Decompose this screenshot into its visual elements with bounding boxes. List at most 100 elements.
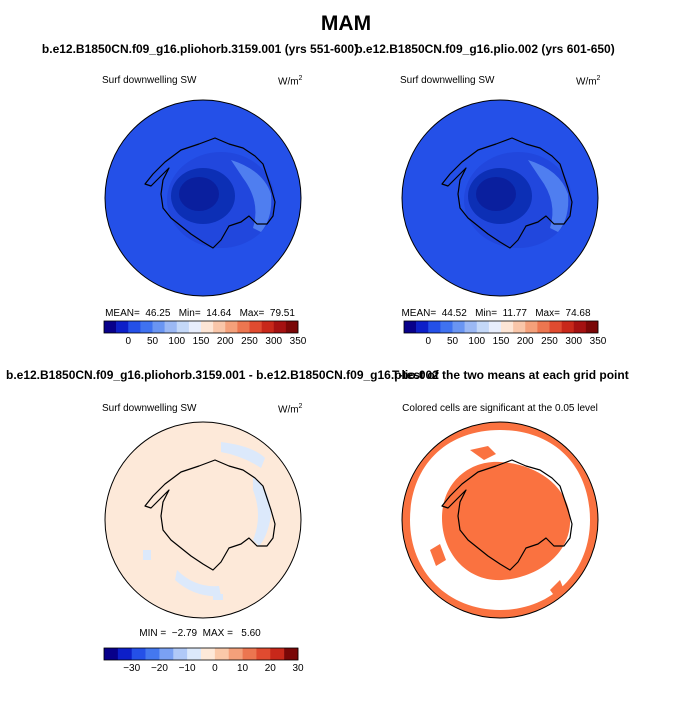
colorbar-tick-label: 0 [125, 336, 132, 347]
colorbar-bl [103, 647, 299, 661]
panel-subtitle-br: Colored cells are significant at the 0.0… [402, 403, 598, 414]
shade-neg-patch [143, 550, 151, 560]
colorbar-swatch [145, 648, 160, 660]
antarctica-outline [441, 459, 573, 571]
shade-neg-east [221, 442, 265, 468]
colorbar-border [103, 320, 299, 334]
colorbar-swatch [537, 321, 550, 333]
colorbar-swatch [488, 321, 502, 333]
stats-tr: MEAN= 44.52 Min= 11.77 Max= 74.68 [401, 308, 591, 319]
colorbar-swatch [173, 648, 188, 660]
colorbar-swatch [256, 648, 271, 660]
colorbar-tick-label: 0 [425, 336, 432, 347]
colorbar-swatch [416, 321, 429, 333]
colorbar-swatch [513, 321, 526, 333]
shade-ice-shelf [528, 160, 569, 232]
colorbar-tick-label: 150 [492, 336, 510, 347]
variable-label-tr: Surf downwelling SW [400, 75, 495, 86]
shade-neg-patch [213, 594, 223, 600]
colorbar-swatch [285, 321, 299, 333]
map-br [401, 421, 599, 619]
colorbar-swatch [452, 321, 465, 333]
antarctica-outline [144, 137, 276, 249]
colorbar-swatch [228, 648, 243, 660]
colorbar-tick-label: 350 [589, 336, 607, 347]
colorbar-tick-label: 350 [289, 336, 307, 347]
colorbar-swatch [201, 648, 216, 660]
antarctica-outline [441, 137, 573, 249]
colorbar-swatch [164, 321, 178, 333]
colorbar-tick-label: 200 [216, 336, 234, 347]
map-border [104, 421, 302, 619]
colorbar-border [403, 320, 599, 334]
colorbar-swatch [273, 321, 287, 333]
significant-inland [550, 580, 564, 598]
colorbar-swatch [249, 321, 262, 333]
map-tr [401, 99, 599, 297]
colorbar-swatch [561, 321, 575, 333]
panel-title-bl: b.e12.B1850CN.f09_g16.pliohorb.3159.001 … [6, 368, 439, 382]
colorbar-tick-label: 20 [264, 663, 276, 674]
colorbar-swatch [104, 648, 119, 660]
colorbar-swatch [261, 321, 275, 333]
colorbar-swatch [225, 321, 238, 333]
units-label-tl: W/m2 [278, 75, 303, 88]
colorbar-tick-label: 150 [192, 336, 210, 347]
shade-neg-shelf [253, 476, 271, 546]
stats-bl: MIN = −2.79 MAX = 5.60 [139, 628, 261, 639]
shade-ice-shelf [231, 160, 272, 232]
colorbar-swatch [585, 321, 599, 333]
colorbar-tick-label: −10 [178, 663, 196, 674]
colorbar-tick-label: 250 [541, 336, 558, 347]
variable-label-tl: Surf downwelling SW [102, 75, 197, 86]
colorbar-swatch [404, 321, 417, 333]
figure-title: MAM [320, 12, 372, 35]
significant-inland [470, 446, 496, 460]
colorbar-tick-label: 30 [292, 663, 304, 674]
colorbar-swatch [152, 321, 165, 333]
shade-pole [476, 177, 516, 211]
panel-title-br: T-test of the two means at each grid poi… [392, 368, 629, 382]
colorbar-tick-label: 10 [237, 663, 249, 674]
map-tl [104, 99, 302, 297]
colorbar-swatch [176, 321, 190, 333]
colorbar-swatch [284, 648, 299, 660]
units-label-bl: W/m2 [278, 403, 303, 416]
colorbar-swatch [476, 321, 490, 333]
colorbar-tick-label: 50 [146, 336, 159, 347]
colorbar-swatch [201, 321, 214, 333]
colorbar-swatch [270, 648, 285, 660]
colorbar-tick-label: 100 [168, 336, 186, 347]
map-bl [104, 421, 302, 619]
colorbar-swatch [501, 321, 514, 333]
colorbar-swatch [237, 321, 250, 333]
colorbar-ticks-tr: 0 50 100 150 200 250 300 350 [404, 336, 606, 348]
colorbar-tr [403, 320, 599, 334]
colorbar-swatch [213, 321, 226, 333]
shade-pole [179, 177, 219, 211]
colorbar-swatch [428, 321, 441, 333]
colorbar-swatch [116, 321, 129, 333]
colorbar-tick-label: 300 [265, 336, 283, 347]
colorbar-swatch [131, 648, 146, 660]
colorbar-swatch [117, 648, 133, 660]
colorbar-swatch [159, 648, 174, 660]
colorbar-tl [103, 320, 299, 334]
colorbar-tick-label: 200 [516, 336, 534, 347]
panel-title-tl: b.e12.B1850CN.f09_g16.pliohorb.3159.001 … [41, 42, 359, 56]
shade-neg-south [175, 570, 221, 597]
colorbar-swatch [140, 321, 153, 333]
antarctica-outline [144, 459, 276, 571]
colorbar-border [103, 647, 299, 661]
units-label-tr: W/m2 [576, 75, 601, 88]
stats-tl: MEAN= 46.25 Min= 14.64 Max= 79.51 [105, 308, 295, 319]
colorbar-swatch [549, 321, 562, 333]
significant-inland [430, 544, 446, 566]
colorbar-tick-label: 50 [446, 336, 459, 347]
colorbar-tick-label: −30 [123, 663, 141, 674]
colorbar-swatch [440, 321, 453, 333]
map-border [401, 421, 599, 619]
colorbar-ticks-bl: −30 −20 −10 0 10 20 30 [104, 663, 303, 675]
colorbar-tick-label: −20 [150, 663, 168, 674]
colorbar-swatch [573, 321, 587, 333]
